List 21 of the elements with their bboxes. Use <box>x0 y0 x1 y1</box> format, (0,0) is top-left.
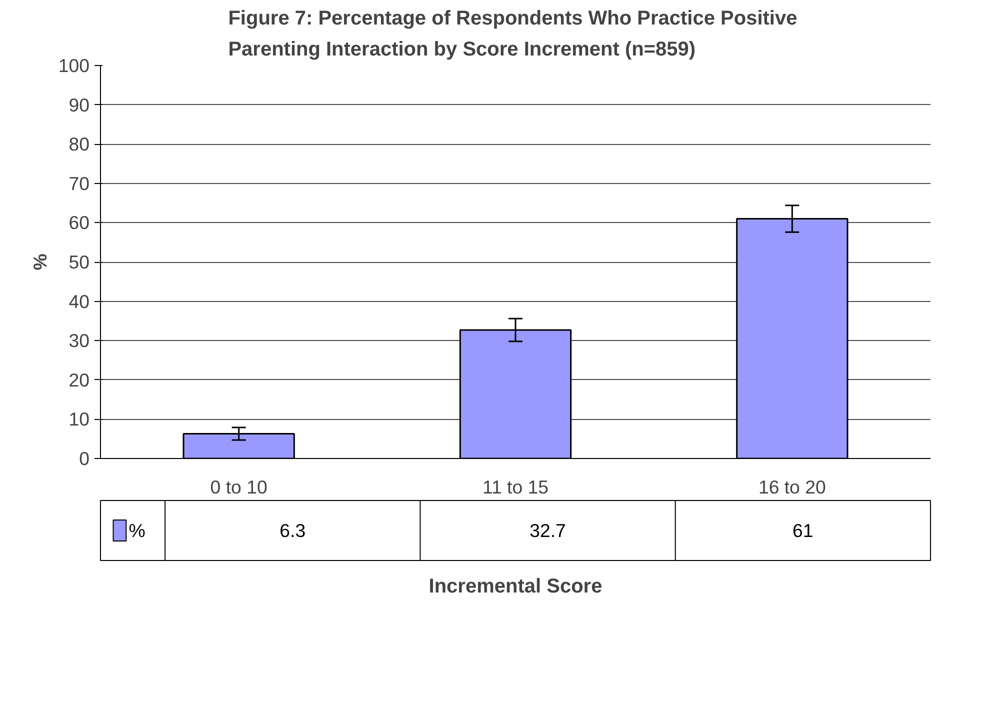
y-tick-label: 90 <box>68 94 90 116</box>
y-tick-label: 100 <box>58 55 90 76</box>
chart-title: Figure 7: Percentage of Respondents Who Practice Positive Parenting Interaction by Score Increment (n=859) <box>228 8 798 60</box>
y-axis-title: % <box>29 253 50 270</box>
data-label: 32.7 <box>530 520 566 541</box>
x-axis-title: Incremental Score <box>428 576 602 598</box>
legend-label: % <box>128 520 146 541</box>
x-tick-label: 11 to 15 <box>482 476 549 498</box>
y-tick-label: 70 <box>68 172 90 194</box>
y-tick-label: 40 <box>68 290 90 312</box>
data-label: 61 <box>792 520 814 541</box>
data-label: 6.3 <box>280 520 306 541</box>
y-tick-label: 20 <box>68 369 90 390</box>
x-tick-label: 16 to 20 <box>758 476 826 498</box>
y-tick-label: 60 <box>68 212 90 234</box>
y-tick-label: 0 <box>79 448 90 469</box>
y-tick-label: 10 <box>68 408 90 430</box>
y-tick-label: 30 <box>68 330 90 352</box>
y-tick-label: 80 <box>68 134 90 155</box>
y-tick-label: 50 <box>68 252 90 272</box>
x-tick-label: 0 to 10 <box>210 476 268 498</box>
